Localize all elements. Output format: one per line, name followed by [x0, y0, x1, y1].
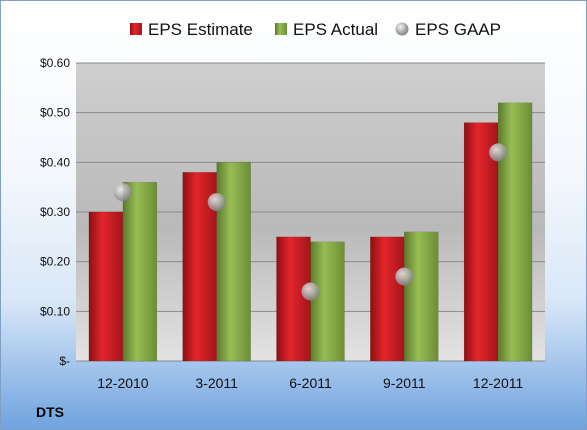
y-tick-label: $0.50	[40, 106, 70, 120]
legend: EPS Estimate EPS Actual EPS GAAP	[130, 20, 501, 39]
eps-estimate-bar	[463, 122, 499, 362]
eps-actual-bar	[497, 102, 533, 362]
eps-estimate-bar	[276, 236, 311, 362]
ticker-label: DTS	[36, 404, 64, 420]
y-tick-label: $0.10	[40, 304, 70, 318]
y-tick-label: $0.60	[40, 56, 70, 70]
eps-gaap-marker	[207, 193, 226, 212]
legend-label-eps-actual: EPS Actual	[293, 20, 378, 39]
eps-actual-bar	[216, 162, 251, 362]
eps-actual-bar	[122, 181, 158, 362]
eps-estimate-bar	[370, 236, 405, 362]
eps-gaap-marker	[395, 267, 414, 286]
x-axis: 12-2010 3-2011 6-2011 9-2011 12-2011	[97, 375, 523, 391]
legend-item-eps-actual: EPS Actual	[275, 20, 378, 39]
y-tick-label: $-	[59, 354, 70, 368]
eps-actual-bar	[404, 231, 439, 362]
x-tick-label: 12-2011	[473, 375, 524, 391]
y-tick-label: $0.40	[40, 155, 70, 169]
eps-gaap-marker	[113, 183, 132, 202]
legend-swatch-eps-estimate	[130, 23, 142, 35]
legend-label-eps-estimate: EPS Estimate	[148, 20, 253, 39]
eps-actual-bar	[310, 241, 345, 362]
eps-estimate-bar	[88, 211, 124, 362]
y-tick-label: $0.20	[40, 255, 70, 269]
legend-swatch-eps-actual	[275, 23, 287, 35]
legend-label-eps-gaap: EPS GAAP	[415, 20, 501, 39]
bars	[88, 102, 533, 362]
eps-gaap-marker	[301, 282, 320, 301]
gaap-markers	[113, 143, 508, 301]
legend-item-eps-estimate: EPS Estimate	[130, 20, 253, 39]
x-tick-label: 3-2011	[195, 375, 238, 391]
x-tick-label: 9-2011	[383, 375, 426, 391]
eps-gaap-marker	[489, 143, 508, 162]
legend-swatch-eps-gaap	[395, 22, 409, 36]
legend-item-eps-gaap: EPS GAAP	[395, 20, 501, 39]
y-axis: $- $0.10 $0.20 $0.30 $0.40 $0.50 $0.60	[40, 56, 70, 368]
y-tick-label: $0.30	[40, 205, 70, 219]
x-tick-label: 12-2010	[97, 375, 149, 391]
x-tick-label: 6-2011	[289, 375, 332, 391]
